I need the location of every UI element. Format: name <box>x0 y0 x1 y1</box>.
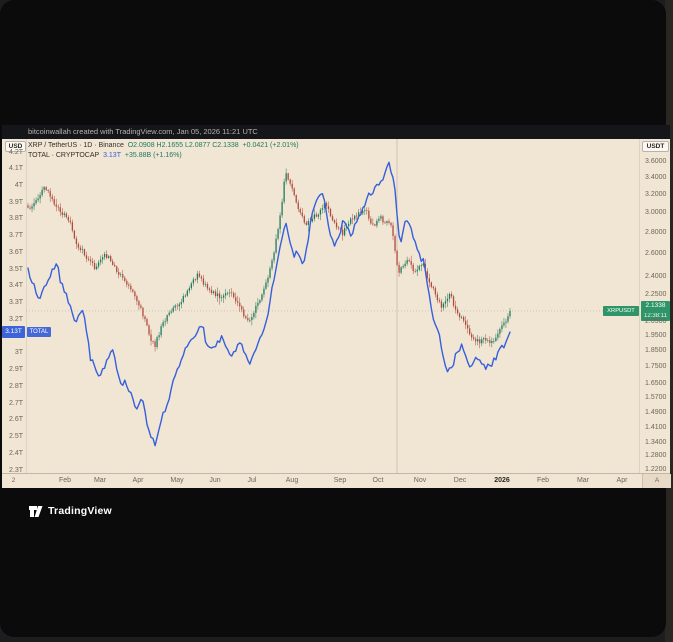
left-axis-tick: 2.8T <box>8 382 23 390</box>
total-marketcap-line <box>27 161 511 447</box>
right-axis-tick: 3.6000 <box>645 157 667 165</box>
left-axis-tick: 3.4T <box>8 282 23 290</box>
left-axis-tick: 3.3T <box>8 299 23 307</box>
symbol-title: XRP / TetherUS · 1D · Binance <box>28 141 124 149</box>
total-change: +35.88B (+1.16%) <box>124 152 182 159</box>
time-axis-label: May <box>170 477 184 484</box>
time-axis-label: Dec <box>453 477 467 484</box>
xrp-series-tag: XRPUSDT <box>603 306 639 316</box>
right-axis-tick: 2.2500 <box>645 291 667 299</box>
right-axis-tick: 1.5700 <box>645 393 667 401</box>
left-axis-tick: 2.7T <box>8 399 23 407</box>
time-axis-label: Feb <box>58 477 72 484</box>
left-axis-tick: 3.2T <box>8 315 23 323</box>
left-axis-tick: 2.3T <box>8 466 23 473</box>
left-axis-tick: 4T <box>14 181 23 189</box>
time-axis-label: Apr <box>132 477 144 484</box>
right-axis-tick: 1.8500 <box>645 347 667 355</box>
xrp-candlestick-series <box>27 168 511 352</box>
right-axis-tick: 1.2200 <box>645 465 667 473</box>
tradingview-logo-icon[interactable] <box>28 504 43 518</box>
tradingview-screenshot: bitcoinwallah created with TradingView.c… <box>2 125 671 524</box>
right-axis-tick: 1.7500 <box>645 362 667 370</box>
time-axis-label: Nov <box>413 477 427 484</box>
left-axis-tick: 2.4T <box>8 449 23 457</box>
legend-row-total[interactable]: TOTAL · CRYPTOCAP 3.13T +35.88B (+1.16%) <box>28 151 299 162</box>
legend[interactable]: XRP / TetherUS · 1D · Binance O2.0908 H2… <box>28 141 299 162</box>
time-axis-label: Feb <box>536 477 550 484</box>
left-axis-tick: 3.5T <box>8 265 23 273</box>
price-plot[interactable] <box>26 139 640 473</box>
left-axis-tick: 2.5T <box>8 433 23 441</box>
right-axis-tick: 2.8000 <box>645 229 667 237</box>
left-axis-tick: 2.6T <box>8 416 23 424</box>
attribution-bar: bitcoinwallah created with TradingView.c… <box>2 125 670 139</box>
left-axis-tick: 3.6T <box>8 248 23 256</box>
time-axis-left-corner: 2 <box>11 477 16 484</box>
total-value: 3.13T <box>103 152 121 159</box>
total-title: TOTAL · CRYPTOCAP <box>28 152 100 159</box>
usd-axis-button[interactable]: USD <box>5 141 26 152</box>
time-axis-label: Mar <box>576 477 590 484</box>
time-axis-label: Sep <box>333 477 347 484</box>
right-axis-tick: 1.2800 <box>645 451 667 459</box>
tradingview-brand-text[interactable]: TradingView <box>48 505 112 517</box>
time-axis-label: Aug <box>285 477 299 484</box>
right-axis-tick: 3.2000 <box>645 191 667 199</box>
right-axis-tick: 1.6500 <box>645 379 667 387</box>
total-series-tag: TOTAL <box>27 327 51 337</box>
time-axis-label: Jun <box>209 477 221 484</box>
left-axis-tick: 3.9T <box>8 198 23 206</box>
last-price: 2.1338 <box>645 302 666 309</box>
right-axis-tick: 3.0000 <box>645 209 667 217</box>
left-axis-tick: 3.8T <box>8 215 23 223</box>
left-axis-tick: 3T <box>14 349 23 357</box>
change-value: +0.0421 (+2.01%) <box>242 141 299 149</box>
footer-bar: TradingView <box>2 488 670 524</box>
ohlc-low: L2.0877 <box>184 141 211 149</box>
left-axis-tick: 4.1T <box>8 165 23 173</box>
right-axis-tick: 1.4900 <box>645 408 667 416</box>
right-axis-tick: 2.0500 <box>645 317 667 325</box>
right-axis-tick: 1.9500 <box>645 332 667 340</box>
time-axis[interactable]: 2 A Feb Mar Apr May Jun Jul Aug Sep Oct Nov Dec 202… <box>2 473 671 488</box>
right-axis-tick: 3.4000 <box>645 173 667 181</box>
total-price-badge: 3.13T <box>2 326 25 338</box>
bar-countdown: 12:38:11 <box>644 313 667 319</box>
right-axis-tick: 1.4100 <box>645 424 667 432</box>
time-axis-label: Jul <box>247 477 257 484</box>
time-axis-right-corner[interactable]: A <box>642 474 671 488</box>
ohlc-open: O2.0908 <box>127 141 155 149</box>
right-axis-tick: 2.4000 <box>645 272 667 280</box>
left-axis-tick: 3.7T <box>8 232 23 240</box>
right-axis-tick: 2.6000 <box>645 250 667 258</box>
time-axis-label: 2026 <box>494 477 510 484</box>
left-axis-tick: 2.9T <box>8 366 23 374</box>
legend-row-xrp[interactable]: XRP / TetherUS · 1D · Binance O2.0908 H2… <box>28 141 299 152</box>
xrp-price-badge: 2.1338 12:38:11 <box>641 301 670 321</box>
usdt-axis-button[interactable]: USDT <box>642 141 669 152</box>
right-axis-tick: 1.3400 <box>645 438 667 446</box>
time-axis-label: Mar <box>93 477 107 484</box>
time-axis-label: Apr <box>616 477 628 484</box>
ohlc-high: H2.1655 <box>156 141 184 149</box>
ohlc-close: C2.1338 <box>212 141 239 149</box>
chart-area: USD USDT XRP / TetherUS · 1D · Binance O… <box>2 139 670 473</box>
left-axis-tick: 4.2T <box>8 148 23 156</box>
time-axis-label: Oct <box>372 477 384 484</box>
